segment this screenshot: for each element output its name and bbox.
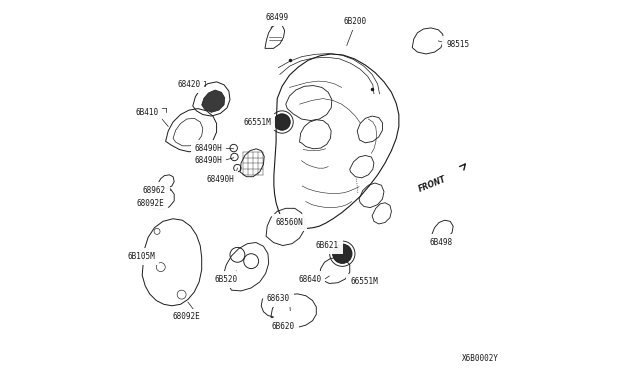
- Text: 68640: 68640: [298, 275, 321, 284]
- Text: 68092E: 68092E: [137, 199, 164, 208]
- Text: 68560N: 68560N: [276, 218, 303, 227]
- Text: 68490H: 68490H: [207, 175, 234, 184]
- Text: 68962: 68962: [143, 186, 166, 195]
- Circle shape: [333, 244, 352, 263]
- Text: 6B620: 6B620: [272, 322, 295, 331]
- Text: X6B0002Y: X6B0002Y: [461, 354, 499, 363]
- Text: 6B105M: 6B105M: [127, 252, 156, 261]
- Text: 68490H: 68490H: [195, 156, 222, 165]
- Text: 68630: 68630: [267, 294, 290, 303]
- Text: 6B200: 6B200: [344, 17, 367, 26]
- Text: 6B498: 6B498: [429, 238, 453, 247]
- Text: 68499: 68499: [266, 13, 289, 22]
- Circle shape: [274, 114, 291, 130]
- Text: 68420: 68420: [177, 80, 200, 89]
- Text: 68092E: 68092E: [172, 312, 200, 321]
- Text: FRONT: FRONT: [417, 174, 448, 193]
- Text: 98515: 98515: [446, 40, 469, 49]
- Text: 6B621: 6B621: [316, 241, 339, 250]
- Text: 6B410: 6B410: [136, 108, 159, 117]
- Text: 6B520: 6B520: [214, 275, 238, 284]
- Text: 68490H: 68490H: [195, 144, 222, 153]
- Polygon shape: [202, 90, 225, 112]
- Text: 66551M: 66551M: [244, 118, 271, 126]
- Text: 66551M: 66551M: [350, 278, 378, 286]
